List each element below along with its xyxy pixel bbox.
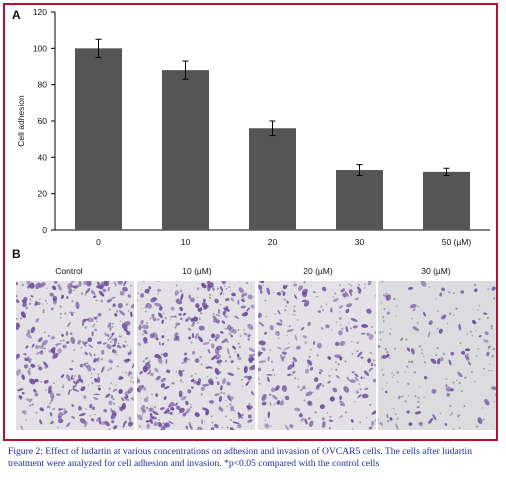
y-tick-label: 0 — [42, 225, 47, 235]
image-caption-10um: 10 (µM) — [182, 266, 212, 276]
x-tick-label: 30 — [355, 237, 365, 247]
figure-caption-text: Figure 2: Effect of ludartin at various … — [8, 446, 473, 470]
x-tick-label: 50 (µM) — [442, 237, 472, 247]
micrograph-20um — [258, 281, 376, 430]
micrograph-30um — [378, 281, 496, 430]
y-tick-label: 20 — [38, 189, 48, 199]
bar-chart: 0 20 40 60 80 100 120 Cell adhesion 0 10 20 30 50 (µ… — [16, 7, 490, 247]
bar — [162, 70, 209, 230]
y-axis-label: Cell adhesion — [16, 95, 26, 147]
figure-frame — [3, 3, 498, 441]
image-caption-20um: 20 (µM) — [303, 266, 333, 276]
bar — [249, 128, 296, 230]
x-tick-label: 0 — [96, 237, 101, 247]
x-tick-label: 10 — [181, 237, 191, 247]
panel-label-a: A — [12, 8, 21, 22]
panel-label-b: B — [12, 247, 21, 261]
y-tick-label: 80 — [38, 80, 48, 90]
bar — [423, 171, 470, 230]
y-tick-label: 120 — [33, 7, 47, 17]
y-tick-label: 100 — [33, 43, 47, 53]
image-caption-30um: 30 (µM) — [421, 266, 451, 276]
bar — [75, 48, 122, 231]
bar — [336, 170, 383, 230]
micrograph-control — [16, 281, 134, 430]
y-tick-label: 60 — [38, 116, 48, 126]
y-tick-label: 40 — [38, 152, 48, 162]
image-caption-control: Control — [55, 266, 83, 276]
micrograph-10um — [137, 281, 255, 430]
figure-caption: Figure 2: Effect of ludartin at various … — [8, 446, 504, 471]
x-tick-label: 20 — [268, 237, 278, 247]
